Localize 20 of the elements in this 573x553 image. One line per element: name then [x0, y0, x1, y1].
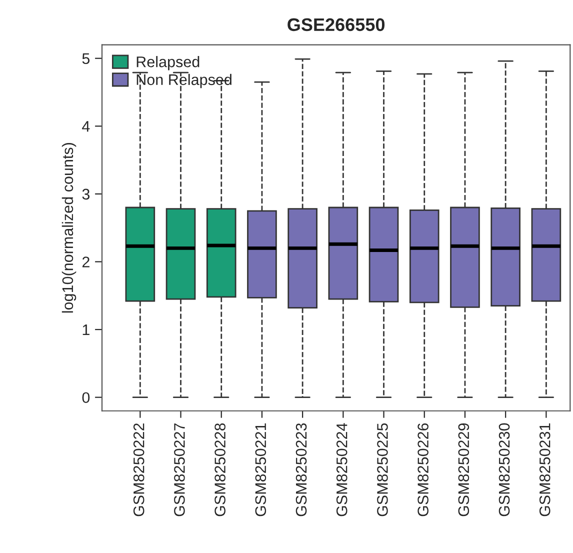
y-tick-label: 1 — [82, 324, 90, 336]
x-tick-label: GSM8250226 — [418, 423, 428, 516]
x-tick-label: GSM8250223 — [296, 423, 307, 516]
x-tick-label: GSM8250228 — [214, 423, 226, 516]
x-tick-label: GSM8250229 — [458, 423, 470, 516]
x-tick-label: GSM8250224 — [336, 423, 348, 516]
y-tick-label: 3 — [82, 188, 90, 200]
y-tick-label: 0 — [82, 392, 90, 404]
y-tick-label: 5 — [82, 53, 90, 64]
x-tick-label: GSM8250221 — [255, 423, 266, 516]
x-tick-label: GSM8250227 — [174, 423, 185, 516]
y-axis-title: log10(normalized counts) — [62, 143, 76, 313]
y-tick-label: 2 — [82, 256, 90, 268]
chart-title: GSE266550 — [288, 18, 385, 32]
x-tick-label: GSM8250230 — [498, 423, 510, 516]
legend-label: Relapsed — [136, 56, 200, 70]
x-tick-label: GSM8250231 — [539, 423, 550, 516]
y-tick-label: 4 — [82, 121, 90, 132]
x-tick-label: GSM8250222 — [133, 423, 144, 516]
x-tick-label: GSM8250225 — [377, 423, 388, 516]
